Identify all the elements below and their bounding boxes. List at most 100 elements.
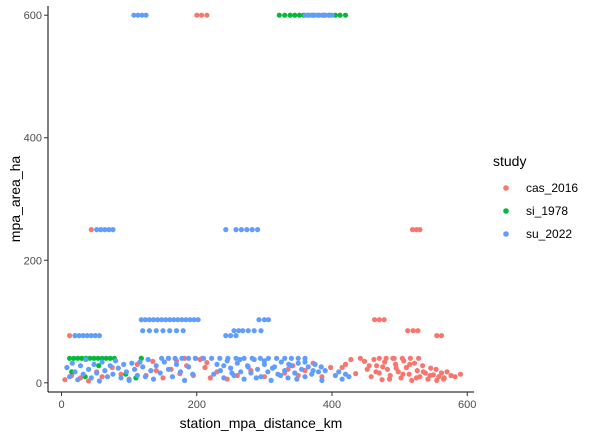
point-su_2022-90 xyxy=(132,366,138,372)
legend-key-si_1978 xyxy=(503,208,509,214)
point-su_2022-110 xyxy=(172,355,178,361)
point-su_2022-170 xyxy=(286,361,292,367)
point-si_1978-4 xyxy=(296,12,303,18)
point-su_2022-126 xyxy=(295,355,301,361)
point-su_2022-102 xyxy=(169,374,175,380)
point-su_2022-83 xyxy=(113,358,119,364)
point-su_2022-80 xyxy=(104,374,111,380)
point-su_2022-129 xyxy=(214,361,220,367)
legend-label-si_1978: si_1978 xyxy=(526,204,568,218)
point-su_2022-99 xyxy=(157,370,163,376)
point-cas_2016-6 xyxy=(417,227,423,233)
point-su_2022-86 xyxy=(121,361,127,367)
point-cas_2016-21 xyxy=(99,374,105,380)
point-su_2022-100 xyxy=(161,359,167,365)
point-cas_2016-12 xyxy=(410,328,416,334)
point-su_2022-72 xyxy=(83,356,89,363)
point-cas_2016-113 xyxy=(416,355,422,361)
point-su_2022-143 xyxy=(261,361,267,367)
point-su_2022-1 xyxy=(135,12,141,18)
point-su_2022-21 xyxy=(244,227,250,233)
point-su_2022-68 xyxy=(72,369,78,375)
point-su_2022-50 xyxy=(167,328,173,334)
point-su_2022-111 xyxy=(179,355,185,361)
point-su_2022-149 xyxy=(282,368,288,374)
point-su_2022-132 xyxy=(224,358,230,364)
point-su_2022-32 xyxy=(142,317,148,323)
point-cas_2016-78 xyxy=(406,371,412,377)
point-su_2022-60 xyxy=(261,317,267,323)
point-cas_2016-108 xyxy=(376,355,382,361)
point-cas_2016-77 xyxy=(403,364,409,371)
point-si_1978-21 xyxy=(95,355,101,361)
point-su_2022-22 xyxy=(249,227,255,233)
point-su_2022-173 xyxy=(310,368,316,374)
point-si_1978-15 xyxy=(71,355,77,361)
point-su_2022-177 xyxy=(339,376,345,382)
point-cas_2016-110 xyxy=(391,355,397,361)
point-su_2022-125 xyxy=(288,355,294,361)
point-su_2022-53 xyxy=(231,328,237,334)
point-su_2022-55 xyxy=(240,328,246,334)
point-cas_2016-1 xyxy=(198,12,205,18)
point-su_2022-15 xyxy=(102,227,108,233)
point-su_2022-87 xyxy=(123,369,129,375)
point-su_2022-84 xyxy=(115,365,121,371)
point-su_2022-133 xyxy=(228,365,234,371)
point-su_2022-33 xyxy=(146,317,152,323)
point-su_2022-18 xyxy=(223,227,229,233)
point-su_2022-162 xyxy=(221,363,227,369)
point-su_2022-161 xyxy=(322,368,328,374)
point-cas_2016-66 xyxy=(374,363,380,369)
point-su_2022-34 xyxy=(150,317,157,323)
point-su_2022-81 xyxy=(107,363,113,369)
point-su_2022-67 xyxy=(69,360,75,366)
point-cas_2016-3 xyxy=(88,227,94,233)
point-su_2022-29 xyxy=(92,333,98,339)
point-cas_2016-64 xyxy=(368,374,374,380)
point-su_2022-174 xyxy=(318,364,324,370)
point-su_2022-69 xyxy=(75,377,81,383)
point-cas_2016-98 xyxy=(380,364,386,370)
point-su_2022-130 xyxy=(217,368,223,374)
point-su_2022-140 xyxy=(251,356,257,363)
point-su_2022-153 xyxy=(295,360,301,366)
point-su_2022-47 xyxy=(146,328,152,334)
point-su_2022-92 xyxy=(137,359,143,365)
point-su_2022-46 xyxy=(140,328,146,334)
point-su_2022-152 xyxy=(292,370,298,376)
point-su_2022-16 xyxy=(106,227,112,233)
point-cas_2016-48 xyxy=(204,360,210,366)
point-su_2022-166 xyxy=(253,375,259,381)
point-su_2022-31 xyxy=(138,317,144,323)
point-su_2022-164 xyxy=(237,356,243,363)
point-su_2022-95 xyxy=(145,356,151,363)
point-su_2022-28 xyxy=(88,333,94,339)
point-su_2022-122 xyxy=(265,355,271,361)
point-cas_2016-55 xyxy=(319,374,325,380)
point-su_2022-91 xyxy=(134,372,140,379)
point-su_2022-54 xyxy=(236,328,242,334)
point-cas_2016-60 xyxy=(353,371,359,377)
x-axis-title: station_mpa_distance_km xyxy=(180,415,343,431)
point-su_2022-13 xyxy=(94,227,100,233)
point-su_2022-124 xyxy=(282,355,288,361)
point-cas_2016-103 xyxy=(413,375,420,381)
point-su_2022-19 xyxy=(233,227,239,233)
point-si_1978-19 xyxy=(87,355,93,361)
point-su_2022-159 xyxy=(315,369,322,375)
point-cas_2016-42 xyxy=(150,358,156,364)
point-su_2022-156 xyxy=(305,364,311,370)
point-cas_2016-4 xyxy=(409,227,416,233)
point-su_2022-145 xyxy=(268,377,274,383)
point-cas_2016-57 xyxy=(339,364,345,371)
point-cas_2016-70 xyxy=(384,366,390,372)
point-su_2022-103 xyxy=(173,361,180,367)
point-si_1978-13 xyxy=(342,12,349,18)
point-su_2022-25 xyxy=(76,333,82,339)
point-su_2022-20 xyxy=(238,227,244,233)
point-su_2022-12 xyxy=(329,12,335,18)
point-su_2022-61 xyxy=(265,317,271,323)
x-tick-label: 0 xyxy=(58,399,64,411)
point-su_2022-42 xyxy=(183,317,189,323)
